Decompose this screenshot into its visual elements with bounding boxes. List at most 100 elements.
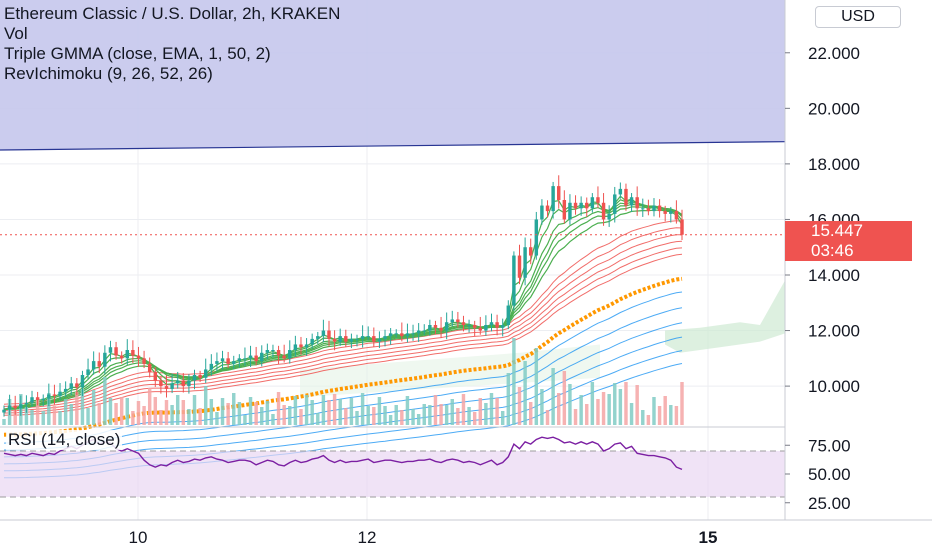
volume-bar [248, 397, 253, 425]
candle-body [405, 333, 410, 337]
volume-bar [237, 402, 242, 425]
candle [624, 183, 628, 211]
candle [338, 328, 342, 346]
candle [512, 251, 516, 311]
candle-body [187, 380, 191, 387]
candle-body [226, 358, 230, 364]
candle [243, 347, 247, 366]
volume-bar [164, 400, 169, 425]
volume-bar [629, 403, 634, 425]
candle-body [433, 325, 438, 328]
candle [366, 326, 370, 341]
candle-body [192, 375, 197, 381]
candle [344, 329, 348, 347]
candle-body [41, 398, 45, 400]
candle-body [30, 397, 34, 403]
chart-title: Ethereum Classic / U.S. Dollar, 2h, KRAK… [4, 4, 341, 23]
candle [590, 193, 595, 213]
volume-bar [187, 409, 191, 425]
volume-bar [428, 405, 432, 425]
candle-body [254, 355, 258, 362]
legend-gmma[interactable]: Triple GMMA (close, EMA, 1, 50, 2) [4, 44, 271, 63]
volume-bar [215, 412, 219, 425]
candle [467, 319, 471, 333]
candle [506, 300, 511, 330]
volume-bar [618, 389, 623, 425]
candle-body [147, 363, 152, 373]
volume-bar [332, 394, 337, 425]
candle-body [596, 197, 600, 203]
volume-bar [568, 384, 572, 425]
volume-bar [439, 404, 443, 425]
candle [220, 350, 225, 370]
candle-body [7, 405, 12, 410]
volume-bar [310, 400, 314, 425]
candle [97, 352, 101, 374]
candle [372, 327, 376, 347]
candle [422, 324, 426, 335]
resistance-line [0, 141, 786, 151]
candle [187, 374, 191, 394]
legend-rsi[interactable]: RSI (14, close) [6, 430, 123, 450]
candle [147, 357, 152, 378]
candle-body [327, 330, 331, 339]
legend-vol[interactable]: Vol [4, 24, 28, 43]
volume-bar [444, 405, 449, 425]
gmma-long-line [3, 227, 683, 407]
candle-body [349, 338, 354, 342]
volume-bar [271, 414, 275, 425]
candle [119, 351, 124, 364]
candle [310, 333, 314, 349]
price-tick-label: 14.000 [808, 266, 860, 285]
volume-bar [388, 415, 393, 425]
volume-bar [372, 407, 376, 425]
candle-body [181, 380, 186, 387]
candle [2, 405, 6, 417]
volume-bar [663, 396, 667, 425]
candle-body [203, 369, 208, 378]
candle [416, 323, 421, 342]
candle-body [260, 352, 264, 362]
candle-body [568, 202, 572, 220]
volume-bars [2, 338, 684, 425]
candle [164, 375, 169, 398]
candle [153, 366, 158, 387]
candle [19, 395, 23, 416]
volume-bar [203, 386, 208, 425]
candle [607, 205, 611, 227]
candle-body [523, 247, 527, 278]
volume-bar [69, 404, 73, 425]
currency-button[interactable]: USD [815, 6, 901, 28]
time-tick-label: 15 [699, 528, 718, 547]
volume-bar [226, 403, 230, 425]
volume-bar [596, 399, 600, 425]
candle-body [220, 358, 225, 362]
volume-bar [344, 408, 348, 425]
candle [394, 329, 398, 338]
candle-body [422, 330, 426, 332]
candle-body [372, 336, 376, 342]
candle-body [52, 394, 57, 396]
candle [47, 383, 51, 407]
volume-bar [635, 385, 639, 425]
candle-body [131, 350, 135, 356]
volume-bar [114, 403, 118, 425]
volume-bar [613, 383, 617, 425]
candle [203, 358, 208, 384]
candle [215, 352, 219, 372]
candle-body [590, 197, 595, 209]
candle-body [321, 330, 326, 337]
candle-body [663, 211, 667, 214]
candle-body [108, 347, 113, 353]
candle [433, 320, 438, 335]
candle-body [540, 205, 544, 220]
candle [400, 322, 404, 342]
legend-ichimoku[interactable]: RevIchimoku (9, 26, 52, 26) [4, 64, 213, 83]
candle-body [512, 255, 516, 306]
volume-bar [512, 338, 516, 425]
candle-body [624, 188, 628, 206]
candle [108, 340, 113, 362]
gmma-short-line [3, 206, 683, 411]
